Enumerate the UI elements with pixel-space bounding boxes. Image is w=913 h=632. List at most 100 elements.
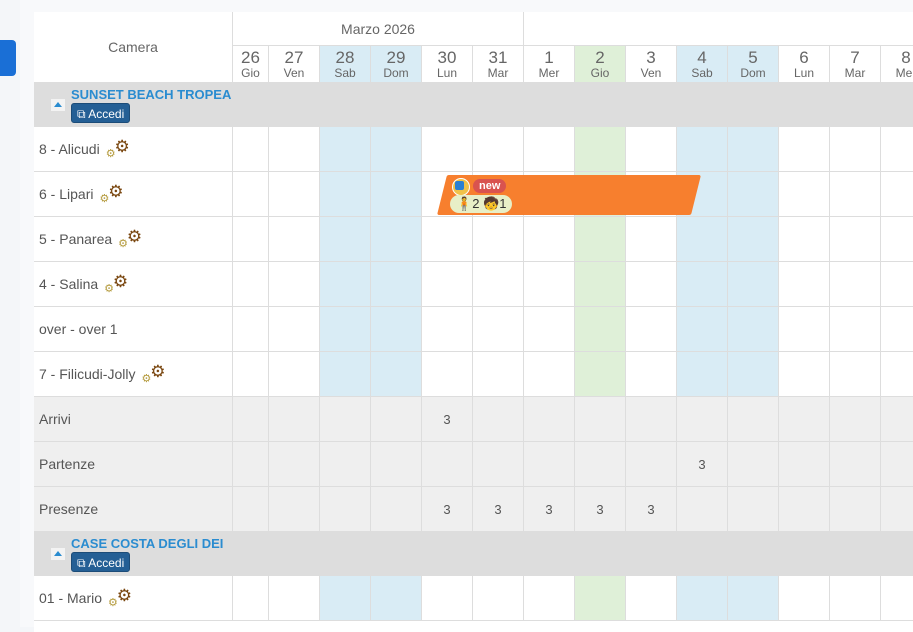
day-cell[interactable] xyxy=(320,262,371,307)
day-cell[interactable] xyxy=(233,307,269,352)
day-cell[interactable] xyxy=(371,262,422,307)
day-header[interactable]: 1 Mer xyxy=(524,46,575,83)
gears-icon[interactable]: ⚙ ⚙ xyxy=(108,587,134,609)
gears-icon[interactable]: ⚙ ⚙ xyxy=(99,183,125,205)
day-cell[interactable] xyxy=(320,576,371,621)
day-cell[interactable] xyxy=(371,352,422,397)
gears-icon[interactable]: ⚙ ⚙ xyxy=(104,273,130,295)
day-cell[interactable] xyxy=(524,217,575,262)
day-cell[interactable] xyxy=(233,576,269,621)
day-cell[interactable] xyxy=(524,352,575,397)
gears-icon[interactable]: ⚙ ⚙ xyxy=(106,138,132,160)
day-cell[interactable] xyxy=(677,262,728,307)
day-cell[interactable] xyxy=(677,352,728,397)
day-cell[interactable] xyxy=(830,127,881,172)
day-cell[interactable] xyxy=(881,172,913,217)
day-cell[interactable] xyxy=(575,352,626,397)
accedi-button[interactable]: ⧉ Accedi xyxy=(71,103,131,123)
day-cell[interactable] xyxy=(626,576,677,621)
day-cell[interactable] xyxy=(881,576,913,621)
day-cell[interactable] xyxy=(524,262,575,307)
room-label[interactable]: 01 - Mario ⚙ ⚙ xyxy=(34,576,233,621)
day-header[interactable]: 26 Gio xyxy=(233,46,269,83)
day-cell[interactable] xyxy=(728,217,779,262)
day-cell[interactable] xyxy=(779,352,830,397)
day-cell[interactable] xyxy=(830,352,881,397)
day-cell[interactable] xyxy=(677,576,728,621)
day-header[interactable]: 31 Mar xyxy=(473,46,524,83)
day-cell[interactable] xyxy=(779,576,830,621)
day-cell[interactable] xyxy=(269,576,320,621)
room-label[interactable]: 7 - Filicudi-Jolly ⚙ ⚙ xyxy=(34,352,233,397)
day-cell[interactable] xyxy=(779,307,830,352)
day-cell[interactable] xyxy=(320,217,371,262)
day-header[interactable]: 5 Dom xyxy=(728,46,779,83)
day-cell[interactable] xyxy=(830,217,881,262)
day-header[interactable]: 7 Mar xyxy=(830,46,881,83)
room-label[interactable]: 5 - Panarea ⚙ ⚙ xyxy=(34,217,233,262)
caret-up-icon[interactable] xyxy=(51,548,65,560)
day-header[interactable]: 29 Dom xyxy=(371,46,422,83)
day-cell[interactable] xyxy=(473,217,524,262)
day-cell[interactable] xyxy=(728,576,779,621)
day-cell[interactable] xyxy=(881,127,913,172)
day-header[interactable]: 30 Lun xyxy=(422,46,473,83)
day-cell[interactable] xyxy=(422,262,473,307)
day-cell[interactable] xyxy=(422,307,473,352)
day-cell[interactable] xyxy=(830,576,881,621)
day-header[interactable]: 2 Gio xyxy=(575,46,626,83)
day-cell[interactable] xyxy=(626,352,677,397)
day-cell[interactable] xyxy=(779,127,830,172)
day-cell[interactable] xyxy=(371,576,422,621)
day-cell[interactable] xyxy=(320,172,371,217)
day-cell[interactable] xyxy=(320,307,371,352)
day-header[interactable]: 3 Ven xyxy=(626,46,677,83)
day-cell[interactable] xyxy=(575,307,626,352)
day-cell[interactable] xyxy=(422,217,473,262)
day-cell[interactable] xyxy=(524,127,575,172)
gears-icon[interactable]: ⚙ ⚙ xyxy=(118,228,144,250)
day-cell[interactable] xyxy=(881,217,913,262)
room-label[interactable]: over - over 1 xyxy=(34,307,233,352)
day-cell[interactable] xyxy=(371,217,422,262)
day-cell[interactable] xyxy=(371,127,422,172)
day-cell[interactable] xyxy=(575,262,626,307)
gears-icon[interactable]: ⚙ ⚙ xyxy=(141,363,167,385)
day-cell[interactable] xyxy=(473,307,524,352)
day-cell[interactable] xyxy=(575,576,626,621)
day-cell[interactable] xyxy=(320,127,371,172)
day-cell[interactable] xyxy=(830,172,881,217)
day-cell[interactable] xyxy=(269,352,320,397)
day-cell[interactable] xyxy=(728,262,779,307)
day-cell[interactable] xyxy=(233,127,269,172)
day-cell[interactable] xyxy=(728,172,779,217)
day-cell[interactable] xyxy=(626,262,677,307)
day-cell[interactable] xyxy=(473,576,524,621)
day-cell[interactable] xyxy=(728,127,779,172)
day-cell[interactable] xyxy=(881,352,913,397)
day-cell[interactable] xyxy=(677,307,728,352)
day-cell[interactable] xyxy=(269,307,320,352)
day-cell[interactable] xyxy=(830,262,881,307)
day-cell[interactable] xyxy=(269,217,320,262)
room-label[interactable]: 8 - Alicudi ⚙ ⚙ xyxy=(34,127,233,172)
day-cell[interactable] xyxy=(575,127,626,172)
room-label[interactable]: 6 - Lipari ⚙ ⚙ xyxy=(34,172,233,217)
day-cell[interactable] xyxy=(473,352,524,397)
day-cell[interactable] xyxy=(830,307,881,352)
day-cell[interactable] xyxy=(422,127,473,172)
day-cell[interactable] xyxy=(233,172,269,217)
day-cell[interactable] xyxy=(626,217,677,262)
day-cell[interactable] xyxy=(422,352,473,397)
day-cell[interactable] xyxy=(269,127,320,172)
day-cell[interactable] xyxy=(473,127,524,172)
day-cell[interactable] xyxy=(269,172,320,217)
day-cell[interactable] xyxy=(422,576,473,621)
day-cell[interactable] xyxy=(728,307,779,352)
day-cell[interactable] xyxy=(269,262,320,307)
day-header[interactable]: 27 Ven xyxy=(269,46,320,83)
day-cell[interactable] xyxy=(728,352,779,397)
day-cell[interactable] xyxy=(320,352,371,397)
day-cell[interactable] xyxy=(524,576,575,621)
day-cell[interactable] xyxy=(626,307,677,352)
